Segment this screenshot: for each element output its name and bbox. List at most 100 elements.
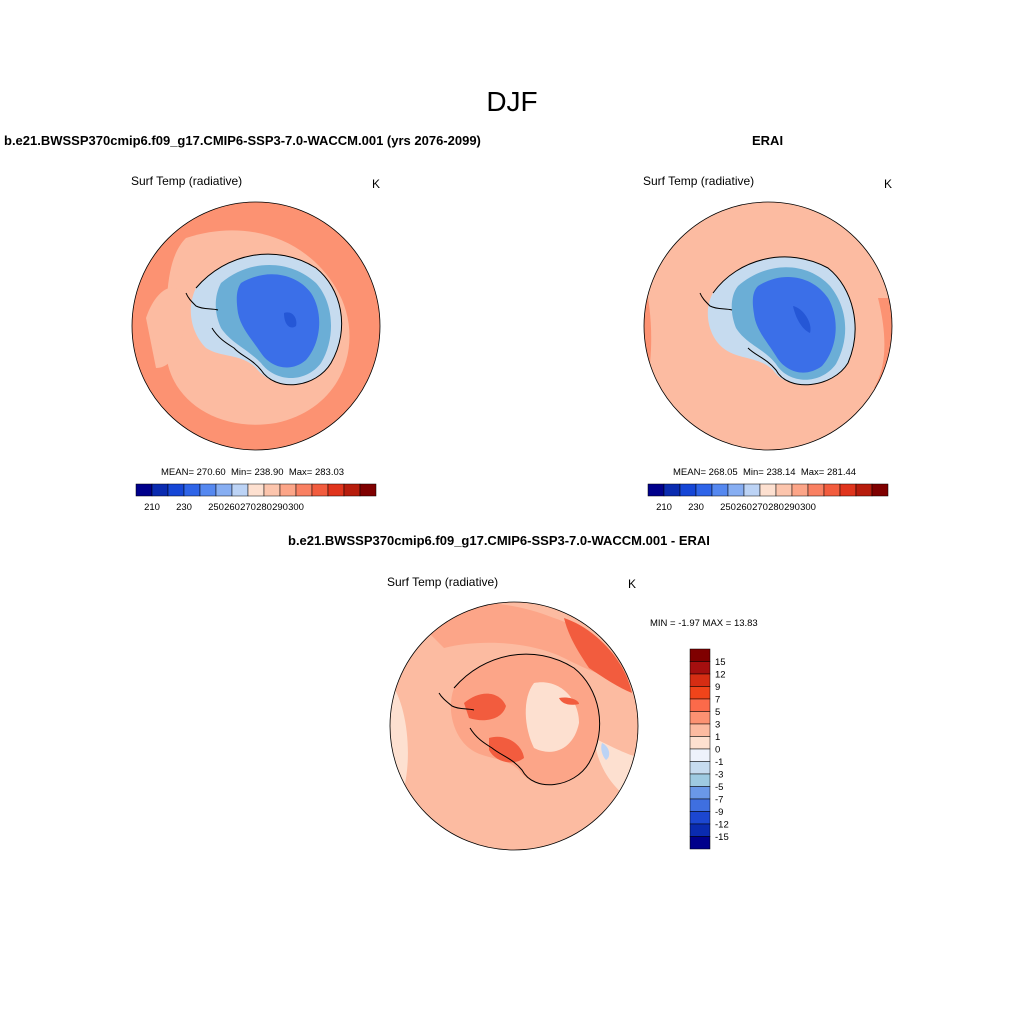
panel2-colorbar-box: [823, 483, 841, 497]
panel2-colorbar-box: [647, 483, 665, 497]
panel2-colorbar-box: [695, 483, 713, 497]
panel1-colorbar-box: [279, 483, 297, 497]
panel1-colorbar-box: [167, 483, 185, 497]
diff-colorbar-tick-label: 5: [715, 707, 720, 718]
panel1-variable-label: Surf Temp (radiative): [131, 174, 243, 188]
panel1-colorbar-tick-label: 270: [240, 502, 256, 513]
diff-colorbar-box: [689, 811, 711, 825]
diff-colorbar-tick-label: -5: [715, 782, 723, 793]
panel1-case-title: b.e21.BWSSP370cmip6.f09_g17.CMIP6-SSP3-7…: [4, 133, 481, 148]
panel2-variable-label: Surf Temp (radiative): [643, 174, 755, 188]
panel2-polar-map: [643, 201, 893, 451]
panel1-colorbar-tick-label: 250: [208, 502, 224, 513]
diff-colorbar-box: [689, 736, 711, 750]
panel2-colorbar-tick-label: 210: [656, 502, 672, 513]
panel1-colorbar-box: [183, 483, 201, 497]
panel2-colorbar-box: [727, 483, 745, 497]
panel2-units-label: K: [884, 177, 893, 191]
panel1-colorbar-box: [215, 483, 233, 497]
panel2-colorbar-tick-label: 260: [736, 502, 752, 513]
panel2-colorbar-box: [775, 483, 793, 497]
panel2-colorbar-tick-label: 300: [800, 502, 816, 513]
diff-colorbar: 15 129 75 31 0-1 -3-5 -7-9 -12-15: [689, 648, 729, 850]
panel2-mean-value: 268.05: [708, 467, 738, 478]
diff-colorbar-tick-label: -9: [715, 807, 723, 818]
diff-colorbar-tick-label: -1: [715, 757, 723, 768]
panel1-colorbar-tick-label: 230: [176, 502, 192, 513]
panel1-units-label: K: [372, 177, 381, 191]
diff-colorbar-tick-label: 0: [715, 745, 720, 756]
panel2-stats: MEAN= 268.05 Min= 238.14 Max= 281.44: [673, 467, 856, 478]
panel2-colorbar-tick-label: 230: [688, 502, 704, 513]
panel1-colorbar-box: [199, 483, 217, 497]
diff-colorbar-tick-label: 9: [715, 682, 720, 693]
panel1-mean-label: MEAN=: [161, 467, 194, 478]
page-title: DJF: [486, 86, 538, 117]
diff-variable-label: Surf Temp (radiative): [387, 575, 499, 589]
panel2-colorbar-box: [807, 483, 825, 497]
panel2-colorbar-box: [759, 483, 777, 497]
panel1-max-value: 283.03: [314, 467, 345, 478]
panel2-colorbar-box: [711, 483, 729, 497]
panel2-min-label: Min=: [742, 467, 764, 478]
panel2-colorbar-box: [791, 483, 809, 497]
diff-colorbar-tick-label: -7: [715, 795, 723, 806]
panel2-case-title: ERAI: [752, 133, 784, 148]
panel2-colorbar-tick-label: 270: [752, 502, 768, 513]
panel1-colorbar-tick-label: 210: [144, 502, 160, 513]
panel1-colorbar-box: [295, 483, 313, 497]
panel2-colorbar-tick-label: 250: [720, 502, 736, 513]
diff-colorbar-tick-label: 15: [715, 657, 726, 668]
panel1-colorbar-box: [231, 483, 249, 497]
panel2-colorbar-tick-label: 290: [784, 502, 800, 513]
diff-colorbar-box: [689, 686, 711, 700]
panel1-min-label: Min=: [230, 467, 252, 478]
panel1-mean-value: 270.60: [196, 467, 226, 478]
panel1-colorbar-box: [343, 483, 361, 497]
panel1-colorbar: 210 230 250 260 270 280 290 300: [135, 483, 377, 513]
diff-colorbar-box: [689, 761, 711, 775]
diff-colorbar-tick-label: 7: [715, 695, 720, 706]
panel1-colorbar-tick-label: 300: [288, 502, 304, 513]
panel2-colorbar-box: [839, 483, 857, 497]
diff-colorbar-box: [689, 836, 711, 850]
diff-colorbar-box: [689, 773, 711, 787]
panel1-colorbar-box: [151, 483, 169, 497]
diff-colorbar-box: [689, 723, 711, 737]
panel1-colorbar-box: [135, 483, 153, 497]
diff-colorbar-box: [689, 786, 711, 800]
diff-colorbar-box: [689, 823, 711, 837]
panel2-colorbar-box: [743, 483, 761, 497]
panel1-colorbar-tick-label: 260: [224, 502, 240, 513]
diff-colorbar-box: [689, 798, 711, 812]
diff-colorbar-box: [689, 661, 711, 675]
diff-colorbar-tick-label: -15: [715, 832, 729, 843]
diff-colorbar-tick-label: -12: [715, 820, 729, 831]
panel1-colorbar-box: [327, 483, 345, 497]
panel2-mean-label: MEAN=: [673, 467, 706, 478]
panel2-colorbar-box: [871, 483, 889, 497]
panel1-stats: MEAN= 270.60 Min= 238.90 Max= 283.03: [161, 467, 344, 478]
panel1-max-label: Max=: [288, 467, 313, 478]
diff-colorbar-tick-label: -3: [715, 770, 723, 781]
panel1-colorbar-tick-label: 290: [272, 502, 288, 513]
diff-colorbar-box: [689, 673, 711, 687]
panel1-polar-map: [131, 201, 381, 451]
diff-colorbar-tick-label: 1: [715, 732, 720, 743]
diff-colorbar-box: [689, 711, 711, 725]
diff-case-title: b.e21.BWSSP370cmip6.f09_g17.CMIP6-SSP3-7…: [288, 533, 710, 548]
diff-colorbar-tick-label: 12: [715, 670, 726, 681]
diff-colorbar-box: [689, 648, 711, 662]
panel2-colorbar: 210 230 250 260 270 280 290 300: [647, 483, 889, 513]
diff-stats: MIN = -1.97 MAX = 13.83: [650, 618, 758, 629]
panel2-min-value: 238.14: [766, 467, 796, 478]
panel2-max-label: Max=: [800, 467, 825, 478]
panel2-max-value: 281.44: [826, 467, 857, 478]
panel2-colorbar-tick-label: 280: [768, 502, 784, 513]
panel1-min-value: 238.90: [254, 467, 284, 478]
panel1-colorbar-box: [247, 483, 265, 497]
panel2-colorbar-box: [679, 483, 697, 497]
diff-polar-map: [389, 601, 639, 851]
diff-colorbar-box: [689, 698, 711, 712]
panel2-colorbar-box: [855, 483, 873, 497]
